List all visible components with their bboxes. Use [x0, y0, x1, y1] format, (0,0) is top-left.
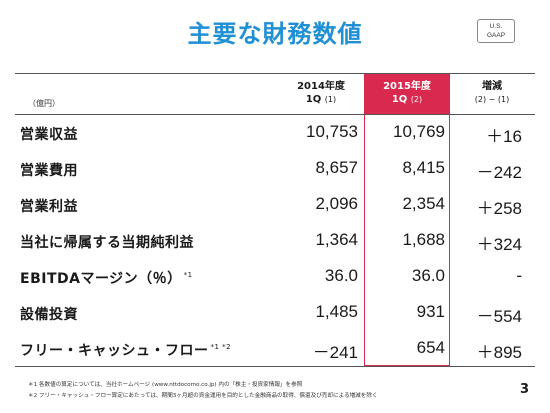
value-diff: ＋324 — [476, 235, 522, 254]
value-diff: - — [516, 266, 522, 285]
footnote-marker: *1 *2 — [210, 343, 232, 351]
footnote-2: ＊2 フリー・キャッシュ・フロー算定にあたっては、期間3ヶ月超の資金運用を目的と… — [28, 393, 378, 399]
page-number: 3 — [520, 382, 530, 397]
column-header-2015-year: 2015年度 — [383, 81, 431, 92]
value-2015: 10,769 — [393, 122, 445, 141]
highlight-column-frame — [364, 73, 450, 366]
value-diff: ＋258 — [476, 199, 522, 218]
footnote-1: ＊1 各数値の算定については、当社ホームページ (www.nttdocomo.c… — [28, 382, 303, 388]
value-2014: 10,753 — [306, 122, 358, 141]
unit-label: （億円） — [28, 99, 60, 108]
value-diff: －242 — [476, 163, 522, 182]
row-label: 営業収益 — [20, 127, 78, 143]
gaap-badge-line1: U.S. — [489, 23, 503, 30]
value-diff: ＋16 — [486, 127, 522, 146]
table-bottom-rule — [15, 366, 535, 367]
value-2015: 8,415 — [402, 158, 445, 177]
page-title: 主要な財務数値 — [187, 20, 363, 48]
value-2015: 36.0 — [411, 266, 445, 285]
column-header-2014-quarter: 1Q (1) — [305, 94, 337, 105]
value-2014: 2,096 — [315, 194, 358, 213]
highlight-column-header-bg — [364, 73, 450, 114]
footnote-marker: *1 — [183, 271, 193, 279]
table-top-rule — [15, 73, 535, 74]
value-2014: 1,364 — [315, 230, 358, 249]
column-header-2015-quarter: 1Q (2) — [391, 94, 423, 105]
value-2015: 931 — [416, 302, 445, 321]
column-header-2014-year: 2014年度 — [297, 81, 345, 92]
value-2014: －241 — [312, 343, 358, 362]
column-header-2015: 2015年度 1Q (2) — [364, 80, 450, 106]
value-diff: －554 — [476, 307, 522, 326]
value-2014: 8,657 — [315, 158, 358, 177]
table-header-rule — [15, 114, 535, 115]
column-header-diff: 増減 (2) − (1) — [452, 80, 532, 106]
gaap-badge: U.S. GAAP — [477, 19, 515, 43]
value-diff: ＋895 — [476, 343, 522, 362]
column-header-diff-title: 増減 — [482, 81, 502, 92]
gaap-badge-line2: GAAP — [486, 32, 506, 39]
column-header-2014: 2014年度 1Q (1) — [278, 80, 364, 106]
row-label: 営業費用 — [20, 163, 78, 179]
row-label-fcf: フリー・キャッシュ・フロー *1 *2 — [20, 343, 232, 359]
row-label: 営業利益 — [20, 199, 78, 215]
value-2015: 1,688 — [402, 230, 445, 249]
row-label-ebitda: EBITDAマージン（％） *1 — [20, 271, 193, 287]
value-2015: 2,354 — [402, 194, 445, 213]
value-2014: 1,485 — [315, 302, 358, 321]
value-2015: 654 — [416, 338, 445, 357]
value-2014: 36.0 — [324, 266, 358, 285]
row-label: 設備投資 — [20, 307, 78, 323]
column-header-diff-formula: (2) − (1) — [474, 95, 510, 104]
row-label: 当社に帰属する当期純利益 — [20, 235, 194, 251]
